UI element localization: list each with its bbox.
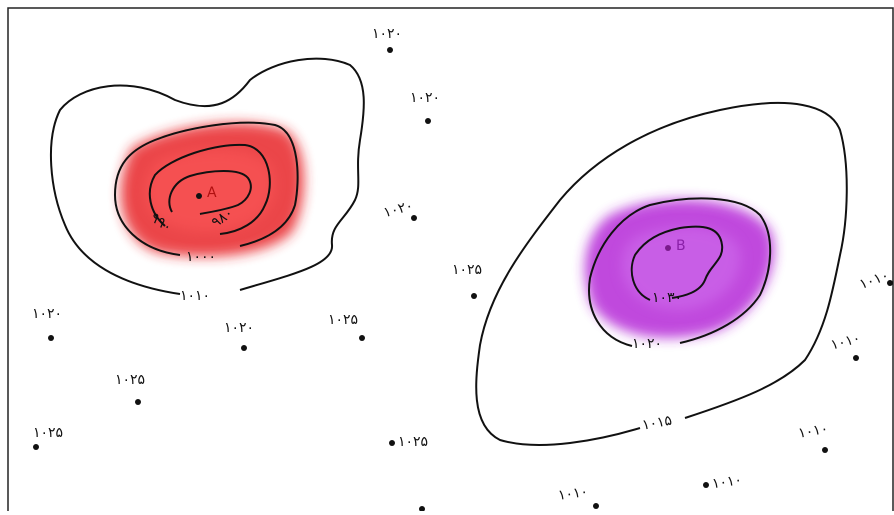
station-value: ۱۰۱۰	[711, 472, 743, 492]
isobar-980-left	[168, 170, 252, 215]
station: ۱۰۱۰	[703, 472, 743, 492]
station-dot	[425, 118, 431, 124]
station: ۱۰۲۰	[382, 198, 417, 221]
station-value: ۱۰۱۰	[829, 330, 862, 353]
high-isobars	[475, 101, 848, 446]
station-value: ۱۰۲۵	[452, 262, 482, 278]
station-value: ۱۰۱۰	[797, 421, 829, 442]
isobar-label-1030-right: ۱۰۳۰	[652, 290, 682, 306]
station-dot	[703, 482, 709, 488]
station-value: ۱۰۲۵	[328, 312, 358, 328]
isobar-1010-left	[49, 57, 365, 295]
station-dot	[411, 215, 417, 221]
station-value: ۱۰۱۰	[557, 484, 589, 504]
station-dot	[389, 440, 395, 446]
low-center: A	[196, 185, 217, 201]
low-center-label: A	[207, 185, 217, 201]
station: ۱۰۲۵	[115, 372, 145, 405]
isobar-1030-right	[630, 225, 724, 301]
station-dot	[853, 355, 859, 361]
low-center-dot	[196, 193, 202, 199]
station: ۱۰۲۰	[224, 320, 254, 351]
isobar-label-1015-right: ۱۰۱۵	[641, 413, 673, 434]
station: ۱۰۱۰	[829, 330, 862, 361]
station-value: ۱۰۲۵	[115, 372, 145, 388]
low-pressure-region	[120, 122, 304, 257]
station: ۱۰۱۰	[857, 268, 893, 293]
station	[419, 506, 425, 512]
high-pressure-region	[584, 199, 774, 338]
high-center-label: B	[676, 238, 686, 254]
station-dot	[135, 399, 141, 405]
station-value: ۱۰۲۰	[382, 198, 415, 221]
station: ۱۰۱۰	[557, 484, 599, 509]
isobar-1000-left	[113, 121, 299, 256]
isobar-label-1000-left: ۱۰۰۰	[186, 249, 216, 265]
isobar-1015-right	[475, 101, 848, 446]
map-border	[7, 7, 894, 515]
isobar-label-1010-left: ۱۰۱۰	[180, 288, 210, 304]
station-dot	[387, 47, 393, 53]
station-value: ۱۰۲۵	[398, 434, 428, 450]
station-dot	[33, 444, 39, 450]
stations: ۱۰۲۰ ۱۰۲۰ ۱۰۲۰ ۱۰۲۵ ۱۰۲۰ ۱۰۲۰ ۱۰۲۵ ۱۰۲۵	[32, 26, 893, 512]
station-dot	[471, 293, 477, 299]
station: ۱۰۲۰	[372, 26, 402, 53]
high-center-dot	[665, 245, 671, 251]
high-center: B	[665, 238, 686, 254]
isobar-label-1020-right: ۱۰۲۰	[632, 336, 662, 352]
station-value: ۱۰۲۰	[32, 306, 62, 322]
station: ۱۰۲۵	[389, 434, 428, 450]
station-dot	[48, 335, 54, 341]
station-dot	[241, 345, 247, 351]
station-value: ۱۰۱۰	[857, 268, 891, 293]
station: ۱۰۲۵	[33, 425, 63, 450]
station: ۱۰۲۵	[452, 262, 482, 299]
station-dot	[822, 447, 828, 453]
station-dot	[887, 280, 893, 286]
isobar-990-left	[148, 143, 271, 235]
station: ۱۰۲۰	[410, 90, 440, 124]
station: ۱۰۲۰	[32, 306, 62, 341]
station-value: ۱۰۲۵	[33, 425, 63, 441]
low-isobars	[49, 57, 365, 295]
station: ۱۰۲۵	[328, 312, 365, 341]
station-value: ۱۰۲۰	[224, 320, 254, 336]
station-value: ۱۰۲۰	[410, 90, 440, 106]
station-dot	[593, 503, 599, 509]
station: ۱۰۱۰	[797, 421, 829, 453]
isobar-1020-right	[588, 197, 772, 347]
station-value: ۱۰۲۰	[372, 26, 402, 42]
station-dot	[419, 506, 425, 512]
station-dot	[359, 335, 365, 341]
